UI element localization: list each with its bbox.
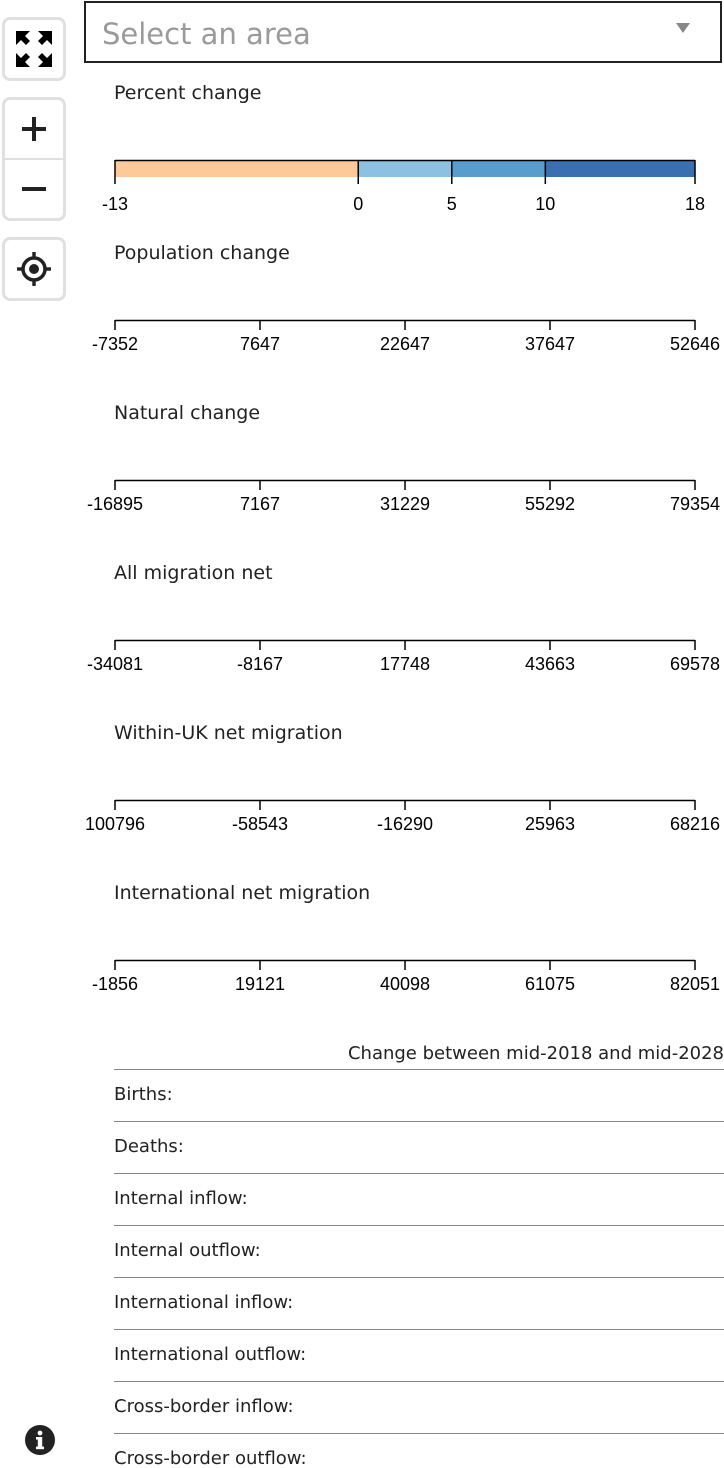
legend-tick-label: 10 xyxy=(535,194,555,214)
info-circle-icon[interactable] xyxy=(24,1424,56,1456)
legend-tick-label: 55292 xyxy=(525,494,575,514)
legend-tick-label: -16290 xyxy=(377,814,433,834)
legend-tick-label: 19121 xyxy=(235,974,285,994)
within-uk-net-migration-legend: 100796 -58543 -16290 25963 68216 xyxy=(85,799,720,834)
zoom-in-button[interactable] xyxy=(5,100,63,158)
legend-tick-label: 17748 xyxy=(380,654,430,674)
table-row-label: Internal outflow: xyxy=(114,1240,261,1261)
legend-title-international-net-migration: International net migration xyxy=(114,882,371,904)
legend-tick-label: -13 xyxy=(102,194,128,214)
legend-tick-label: 22647 xyxy=(380,334,430,354)
percent-change-legend: -13 0 5 10 18 xyxy=(102,159,705,214)
table-row-label: Cross-border inflow: xyxy=(114,1396,294,1417)
fullscreen-control xyxy=(2,17,66,81)
fullscreen-button[interactable] xyxy=(5,20,63,78)
legend-color-band xyxy=(115,161,359,177)
legend-color-band xyxy=(545,161,695,177)
legend-tick-label: 7647 xyxy=(240,334,280,354)
zoom-control xyxy=(2,97,66,221)
stats-table-header: Change between mid-2018 and mid-2028 xyxy=(114,1040,724,1070)
area-select-placeholder: Select an area xyxy=(102,17,311,51)
legend-tick-label: 100796 xyxy=(85,814,145,834)
table-row: Cross-border outflow: xyxy=(114,1434,724,1468)
legend-tick-label: 43663 xyxy=(525,654,575,674)
legend-tick-label: 82051 xyxy=(670,974,720,994)
table-row: Deaths: xyxy=(114,1122,724,1174)
table-row-label: Cross-border outflow: xyxy=(114,1448,307,1468)
legend-tick-label: 68216 xyxy=(670,814,720,834)
legend-tick-label: -8167 xyxy=(237,654,283,674)
legend-tick-label: 0 xyxy=(353,194,363,214)
legend-tick-label: 40098 xyxy=(380,974,430,994)
table-row-label: International inflow: xyxy=(114,1292,294,1313)
legend-tick-label: 61075 xyxy=(525,974,575,994)
legend-tick-label: -1856 xyxy=(92,974,138,994)
expand-arrows-icon xyxy=(16,31,52,67)
legend-tick-label: 5 xyxy=(447,194,457,214)
legend-tick-label: 69578 xyxy=(670,654,720,674)
legend-title-percent-change: Percent change xyxy=(114,82,262,104)
legend-title-natural-change: Natural change xyxy=(114,402,261,424)
table-row: Internal outflow: xyxy=(114,1226,724,1278)
locate-control xyxy=(2,237,66,301)
table-row: Births: xyxy=(114,1070,724,1122)
international-net-migration-legend: -1856 19121 40098 61075 82051 xyxy=(92,959,720,994)
table-row-label: Births: xyxy=(114,1084,173,1105)
zoom-divider xyxy=(5,158,63,160)
plus-icon xyxy=(22,117,46,141)
legend-title-population-change: Population change xyxy=(114,242,290,264)
table-row-label: Deaths: xyxy=(114,1136,184,1157)
table-row-label: Internal inflow: xyxy=(114,1188,248,1209)
chevron-down-icon xyxy=(676,23,690,33)
legend-tick-label: 37647 xyxy=(525,334,575,354)
legend-tick-label: 25963 xyxy=(525,814,575,834)
legend-tick-label: -34081 xyxy=(87,654,143,674)
legend-tick-label: 52646 xyxy=(670,334,720,354)
legend-color-band xyxy=(451,161,546,177)
legend-title-within-uk-net-migration: Within-UK net migration xyxy=(114,722,343,744)
zoom-out-button[interactable] xyxy=(5,160,63,218)
legend-tick-label: 7167 xyxy=(240,494,280,514)
legend-tick-label: -16895 xyxy=(87,494,143,514)
legend-tick-label: 18 xyxy=(685,194,705,214)
legend-tick-label: 79354 xyxy=(670,494,720,514)
table-row: International outflow: xyxy=(114,1330,724,1382)
minus-icon xyxy=(22,187,46,191)
locate-button[interactable] xyxy=(5,240,63,298)
crosshair-target-icon xyxy=(17,252,51,286)
legend-tick-label: 31229 xyxy=(380,494,430,514)
legend-color-band xyxy=(358,161,452,177)
all-migration-net-legend: -34081 -8167 17748 43663 69578 xyxy=(87,639,720,674)
natural-change-legend: -16895 7167 31229 55292 79354 xyxy=(87,479,720,514)
table-row-label: International outflow: xyxy=(114,1344,307,1365)
legend-tick-label: -58543 xyxy=(232,814,288,834)
area-select[interactable]: Select an area xyxy=(84,1,722,63)
table-row: Cross-border inflow: xyxy=(114,1382,724,1434)
legend-title-all-migration-net: All migration net xyxy=(114,562,273,584)
table-row: Internal inflow: xyxy=(114,1174,724,1226)
legend-tick-label: -7352 xyxy=(92,334,138,354)
table-row: International inflow: xyxy=(114,1278,724,1330)
population-change-legend: -7352 7647 22647 37647 52646 xyxy=(92,319,720,354)
